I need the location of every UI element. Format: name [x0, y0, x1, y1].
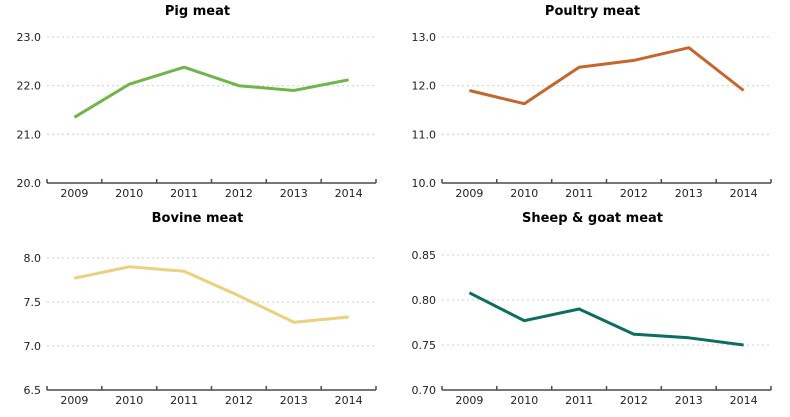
x-tick-label: 2011 — [170, 394, 198, 407]
sheep-goat-meat-line-chart: 0.70 0.75 0.80 0.85 2009 2010 2011 2012 2013 2014 — [412, 249, 772, 407]
x-tick-label: 2012 — [225, 187, 253, 200]
y-tick-label: 7.5 — [24, 296, 42, 309]
chart-title-pig-meat: Pig meat — [164, 4, 231, 19]
chart-panel-bovine-meat: Bovine meat 6.5 7.0 7.5 8.0 2009 2010 2011 2012… — [0, 207, 395, 417]
y-tick-label: 0.85 — [412, 249, 437, 262]
y-tick-label: 21.0 — [17, 128, 42, 141]
x-tick-label: 2010 — [115, 394, 143, 407]
chart-panel-poultry-meat: Poultry meat 10.0 11.0 12.0 13.0 2009 2010 201… — [395, 0, 790, 207]
y-tick-label: 13.0 — [412, 31, 437, 44]
y-tick-label: 0.70 — [412, 384, 437, 397]
series-line — [468, 291, 744, 347]
chart-panel-pig-meat: Pig meat 20.0 21.0 22.0 23.0 2009 2010 2011 201… — [0, 0, 395, 207]
x-tick-label: 2014 — [730, 394, 758, 407]
x-tick-label: 2011 — [170, 187, 198, 200]
x-tick-label: 2010 — [510, 394, 538, 407]
x-tick-label: 2012 — [620, 187, 648, 200]
series-line — [469, 46, 745, 106]
bovine-meat-line-chart: 6.5 7.0 7.5 8.0 2009 2010 2011 2012 2013 2014 — [24, 252, 377, 407]
poultry-meat-line-chart: 10.0 11.0 12.0 13.0 2009 2010 2011 2012 2013 2014 — [412, 31, 772, 200]
chart-panel-sheep-goat-meat: Sheep & goat meat 0.70 0.75 0.80 0.85 2009 20… — [395, 207, 790, 417]
series-line — [74, 265, 349, 324]
y-tick-label: 8.0 — [24, 252, 42, 265]
x-tick-label: 2011 — [565, 394, 593, 407]
y-tick-label: 20.0 — [17, 177, 42, 190]
x-tick-label: 2014 — [730, 187, 758, 200]
x-tick-label: 2013 — [280, 187, 308, 200]
chart-title-sheep-goat-meat: Sheep & goat meat — [521, 211, 664, 226]
y-tick-label: 7.0 — [24, 340, 42, 353]
x-tick-label: 2009 — [455, 187, 483, 200]
x-tick-label: 2013 — [675, 187, 703, 200]
y-tick-label: 6.5 — [24, 384, 42, 397]
x-tick-label: 2014 — [335, 394, 363, 407]
x-tick-label: 2012 — [620, 394, 648, 407]
x-tick-label: 2013 — [280, 394, 308, 407]
x-tick-label: 2009 — [455, 394, 483, 407]
y-tick-label: 0.80 — [412, 294, 437, 307]
x-tick-label: 2009 — [60, 394, 88, 407]
x-tick-label: 2009 — [60, 187, 88, 200]
chart-title-bovine-meat: Bovine meat — [151, 211, 244, 226]
y-tick-label: 23.0 — [17, 31, 42, 44]
chart-title-poultry-meat: Poultry meat — [544, 4, 641, 19]
y-tick-label: 10.0 — [412, 177, 437, 190]
series-line — [73, 65, 349, 119]
x-tick-label: 2013 — [675, 394, 703, 407]
x-tick-label: 2012 — [225, 394, 253, 407]
y-tick-label: 22.0 — [17, 80, 42, 93]
x-tick-label: 2011 — [565, 187, 593, 200]
y-tick-label: 11.0 — [412, 128, 437, 141]
x-tick-label: 2014 — [335, 187, 363, 200]
x-tick-label: 2010 — [510, 187, 538, 200]
y-tick-label: 12.0 — [412, 80, 437, 93]
pig-meat-line-chart: 20.0 21.0 22.0 23.0 2009 2010 2011 2012 2013 2014 — [17, 31, 377, 200]
y-tick-label: 0.75 — [412, 339, 437, 352]
x-tick-label: 2010 — [115, 187, 143, 200]
